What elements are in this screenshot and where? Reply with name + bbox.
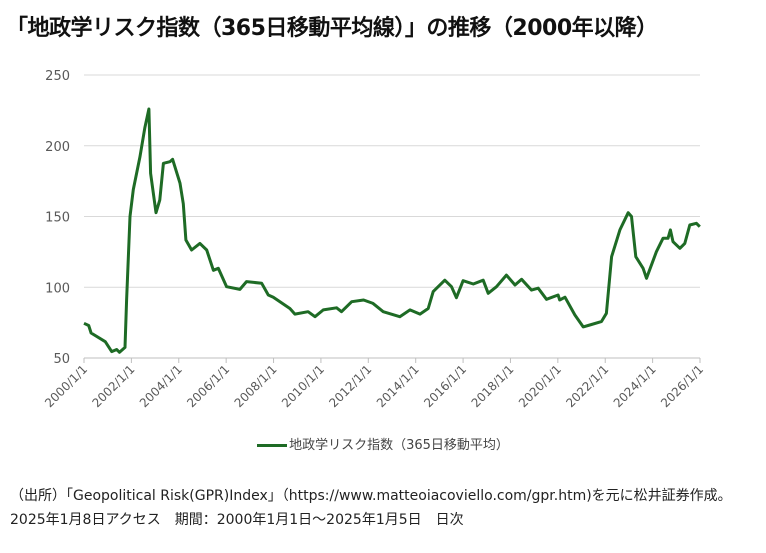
y-tick-label: 100 bbox=[45, 281, 70, 296]
x-tick-label: 2014/1/1 bbox=[374, 362, 422, 410]
source-note: （出所）「Geopolitical Risk(GPR)Index」（https:… bbox=[10, 488, 732, 528]
x-tick-label: 2008/1/1 bbox=[232, 362, 280, 410]
x-tick-label: 2010/1/1 bbox=[279, 362, 327, 410]
x-tick-label: 2022/1/1 bbox=[563, 362, 611, 410]
chart-title: 「地政学リスク指数（365日移動平均線）」の推移（2000年以降） bbox=[6, 16, 658, 41]
y-tick-label: 200 bbox=[45, 140, 70, 155]
x-tick-label: 2020/1/1 bbox=[516, 362, 564, 410]
y-tick-label: 50 bbox=[53, 352, 70, 367]
legend-swatch bbox=[257, 444, 288, 447]
legend-label: 地政学リスク指数（365日移動平均） bbox=[289, 438, 509, 453]
x-tick-label: 2012/1/1 bbox=[326, 362, 374, 410]
y-tick-label: 250 bbox=[45, 69, 70, 84]
x-tick-label: 2006/1/1 bbox=[184, 362, 232, 410]
x-tick-label: 2024/1/1 bbox=[611, 362, 659, 410]
series-line bbox=[83, 107, 701, 354]
legend: 地政学リスク指数（365日移動平均） bbox=[0, 434, 766, 453]
x-tick-label: 2026/1/1 bbox=[658, 362, 706, 410]
x-tick-label: 2002/1/1 bbox=[89, 362, 137, 410]
x-tick-label: 2018/1/1 bbox=[469, 362, 517, 410]
x-tick-label: 2000/1/1 bbox=[42, 362, 90, 410]
y-tick-label: 150 bbox=[45, 211, 70, 226]
x-tick-label: 2016/1/1 bbox=[421, 362, 469, 410]
x-tick-label: 2004/1/1 bbox=[137, 362, 185, 410]
